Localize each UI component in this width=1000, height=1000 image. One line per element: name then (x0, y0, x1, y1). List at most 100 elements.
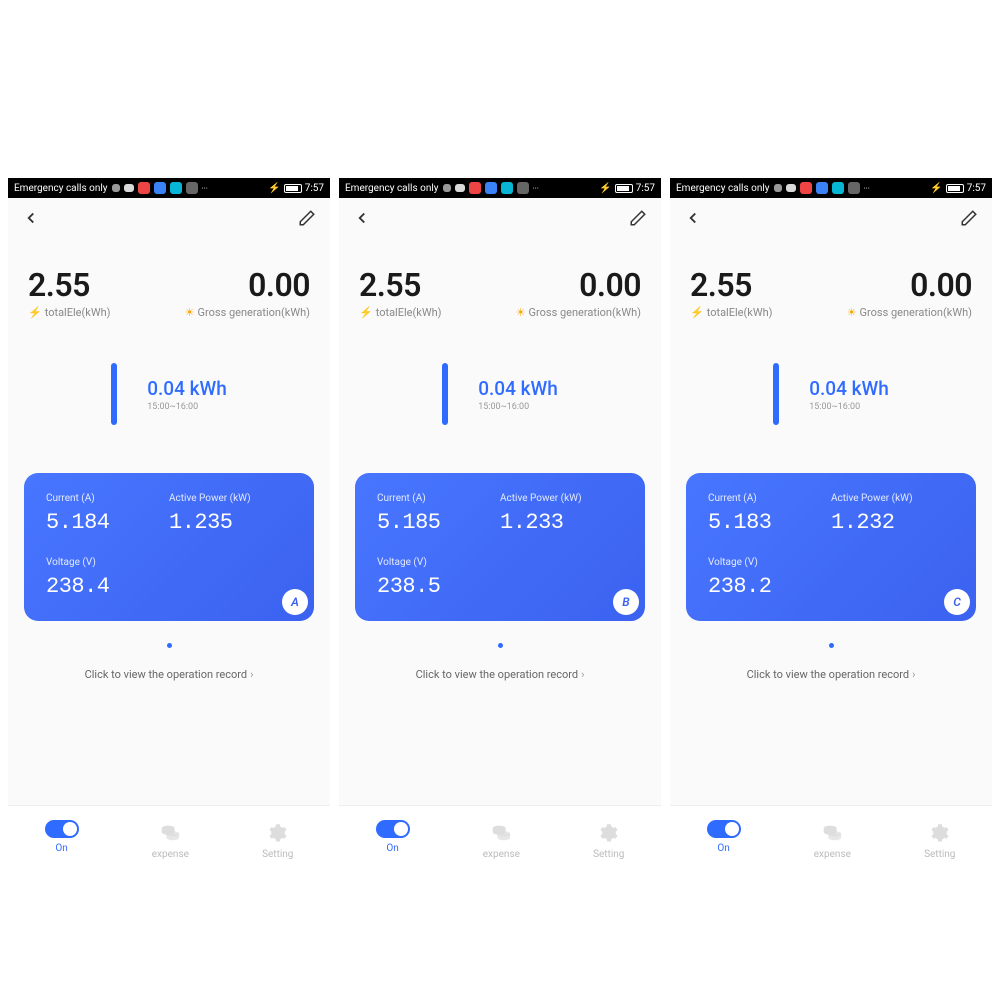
voltage-value: 238.5 (377, 574, 500, 599)
status-emergency-text: Emergency calls only (676, 183, 770, 194)
nav-bar (670, 198, 992, 242)
edit-button[interactable] (960, 209, 978, 231)
status-wifi-icon (124, 184, 134, 192)
status-app-icon (501, 182, 513, 194)
phone-screen: Emergency calls only ··· ⚡ 7:57 (670, 178, 992, 878)
voltage-label: Voltage (V) (377, 557, 500, 568)
current-value: 5.183 (708, 510, 831, 535)
operation-record-link[interactable]: Click to view the operation record› (8, 668, 330, 681)
current-label: Current (A) (46, 493, 169, 504)
status-emergency-text: Emergency calls only (345, 183, 439, 194)
tab-on[interactable]: On (707, 820, 741, 860)
hourly-chart[interactable]: 0.04 kWh 15:00~16:00 (339, 325, 661, 473)
chart-bar (111, 363, 117, 425)
gross-gen-label: Gross generation(kWh) (198, 306, 311, 319)
status-app-icon (848, 182, 860, 194)
coins-icon (158, 820, 182, 844)
chevron-right-icon: › (250, 668, 253, 681)
tab-on[interactable]: On (376, 820, 410, 860)
status-bar: Emergency calls only ··· ⚡ 7:57 (339, 178, 661, 198)
back-button[interactable] (353, 209, 371, 231)
bolt-icon: ⚡ (28, 306, 42, 319)
tab-on[interactable]: On (45, 820, 79, 860)
status-bluetooth-icon: ⚡ (599, 183, 611, 194)
nav-bar (339, 198, 661, 242)
back-button[interactable] (684, 209, 702, 231)
metrics-card[interactable]: Current (A) 5.183 Active Power (kW) 1.23… (686, 473, 976, 621)
tab-bar: On expense Setting (8, 805, 330, 878)
status-bluetooth-icon: ⚡ (268, 183, 280, 194)
hourly-chart[interactable]: 0.04 kWh 15:00~16:00 (8, 325, 330, 473)
status-signal-icon (774, 184, 782, 192)
status-app-icon (517, 182, 529, 194)
time-window: 15:00~16:00 (147, 402, 198, 412)
time-window: 15:00~16:00 (809, 402, 860, 412)
status-app-icon (469, 182, 481, 194)
status-app-icon (186, 182, 198, 194)
hourly-kwh: 0.04 kWh (147, 377, 227, 400)
phone-screen: Emergency calls only ··· ⚡ 7:57 (339, 178, 661, 878)
edit-button[interactable] (629, 209, 647, 231)
tab-expense[interactable]: expense (483, 820, 520, 860)
tab-expense[interactable]: expense (152, 820, 189, 860)
total-ele-value: 2.55 (359, 266, 441, 304)
phase-badge: A (282, 589, 308, 615)
status-more-icon: ··· (533, 184, 539, 193)
tab-bar: On expense Setting (670, 805, 992, 878)
back-button[interactable] (22, 209, 40, 231)
status-app-icon (485, 182, 497, 194)
tab-expense[interactable]: expense (814, 820, 851, 860)
top-metrics: 2.55 ⚡totalEle(kWh) 0.00 ☀Gross generati… (670, 242, 992, 325)
nav-bar (8, 198, 330, 242)
status-more-icon: ··· (864, 184, 870, 193)
tab-setting[interactable]: Setting (262, 820, 293, 860)
status-app-icon (800, 182, 812, 194)
sun-icon: ☀ (847, 306, 857, 319)
status-app-icon (170, 182, 182, 194)
status-bar: Emergency calls only ··· ⚡ 7:57 (670, 178, 992, 198)
gross-gen-label: Gross generation(kWh) (860, 306, 973, 319)
active-power-value: 1.233 (500, 510, 623, 535)
sun-icon: ☀ (185, 306, 195, 319)
chart-bar (442, 363, 448, 425)
current-value: 5.185 (377, 510, 500, 535)
bolt-icon: ⚡ (690, 306, 704, 319)
operation-record-link[interactable]: Click to view the operation record› (670, 668, 992, 681)
current-label: Current (A) (377, 493, 500, 504)
status-app-icon (138, 182, 150, 194)
status-more-icon: ··· (202, 184, 208, 193)
operation-record-link[interactable]: Click to view the operation record› (339, 668, 661, 681)
tab-setting[interactable]: Setting (593, 820, 624, 860)
hourly-chart[interactable]: 0.04 kWh 15:00~16:00 (670, 325, 992, 473)
active-power-label: Active Power (kW) (169, 493, 292, 504)
current-label: Current (A) (708, 493, 831, 504)
active-power-label: Active Power (kW) (831, 493, 954, 504)
total-ele-value: 2.55 (690, 266, 772, 304)
status-emergency-text: Emergency calls only (14, 183, 108, 194)
time-window: 15:00~16:00 (478, 402, 529, 412)
tab-bar: On expense Setting (339, 805, 661, 878)
coins-icon (820, 820, 844, 844)
gross-gen-value: 0.00 (910, 266, 972, 304)
top-metrics: 2.55 ⚡totalEle(kWh) 0.00 ☀Gross generati… (8, 242, 330, 325)
pager-dots[interactable] (339, 633, 661, 652)
active-power-label: Active Power (kW) (500, 493, 623, 504)
gross-gen-label: Gross generation(kWh) (529, 306, 642, 319)
status-app-icon (154, 182, 166, 194)
hourly-kwh: 0.04 kWh (478, 377, 558, 400)
bolt-icon: ⚡ (359, 306, 373, 319)
voltage-value: 238.2 (708, 574, 831, 599)
phone-screen: Emergency calls only ··· ⚡ 7:57 (8, 178, 330, 878)
voltage-label: Voltage (V) (46, 557, 169, 568)
edit-button[interactable] (298, 209, 316, 231)
gear-icon (266, 820, 290, 844)
pager-dots[interactable] (8, 633, 330, 652)
tab-setting[interactable]: Setting (924, 820, 955, 860)
metrics-card[interactable]: Current (A) 5.185 Active Power (kW) 1.23… (355, 473, 645, 621)
phase-badge: C (944, 589, 970, 615)
metrics-card[interactable]: Current (A) 5.184 Active Power (kW) 1.23… (24, 473, 314, 621)
status-time: 7:57 (967, 183, 986, 194)
coins-icon (489, 820, 513, 844)
pager-dots[interactable] (670, 633, 992, 652)
status-app-icon (816, 182, 828, 194)
